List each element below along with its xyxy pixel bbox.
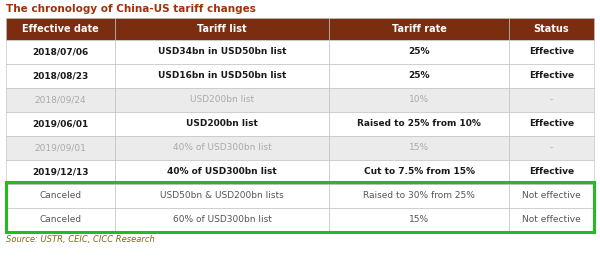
Text: Effective: Effective — [529, 48, 574, 57]
Text: 2019/09/01: 2019/09/01 — [34, 144, 86, 153]
Bar — [509, 160, 594, 184]
Text: The chronology of China-US tariff changes: The chronology of China-US tariff change… — [6, 4, 256, 14]
Text: Effective date: Effective date — [22, 24, 99, 34]
Text: 2018/07/06: 2018/07/06 — [32, 48, 89, 57]
Text: USD50bn & USD200bn lists: USD50bn & USD200bn lists — [160, 191, 284, 200]
Bar — [6, 40, 115, 64]
Text: USD200bn list: USD200bn list — [190, 95, 254, 104]
Text: 2018/08/23: 2018/08/23 — [32, 72, 89, 80]
Bar — [6, 64, 115, 88]
Text: 25%: 25% — [409, 48, 430, 57]
Bar — [115, 184, 329, 208]
Bar — [509, 40, 594, 64]
Text: Effective: Effective — [529, 119, 574, 129]
Text: USD200bn list: USD200bn list — [186, 119, 258, 129]
Bar — [6, 182, 594, 232]
Bar — [329, 136, 509, 160]
Text: 60% of USD300bn list: 60% of USD300bn list — [173, 215, 272, 225]
Text: USD34bn in USD50bn list: USD34bn in USD50bn list — [158, 48, 286, 57]
Bar — [6, 208, 115, 232]
Text: Canceled: Canceled — [40, 191, 82, 200]
Bar — [115, 112, 329, 136]
Bar — [6, 136, 115, 160]
Bar — [6, 18, 115, 40]
Text: 15%: 15% — [409, 144, 429, 153]
Text: 2018/09/24: 2018/09/24 — [35, 95, 86, 104]
Bar — [329, 160, 509, 184]
Text: 25%: 25% — [409, 72, 430, 80]
Bar — [329, 18, 509, 40]
Bar — [329, 40, 509, 64]
Bar — [509, 136, 594, 160]
Bar — [6, 184, 115, 208]
Bar — [329, 88, 509, 112]
Text: Effective: Effective — [529, 168, 574, 176]
Bar — [509, 88, 594, 112]
Bar — [115, 208, 329, 232]
Text: 15%: 15% — [409, 215, 429, 225]
Bar — [115, 18, 329, 40]
Text: Effective: Effective — [529, 72, 574, 80]
Text: Tariff list: Tariff list — [197, 24, 247, 34]
Text: 40% of USD300bn list: 40% of USD300bn list — [173, 144, 271, 153]
Text: Canceled: Canceled — [40, 215, 82, 225]
Text: Status: Status — [533, 24, 569, 34]
Text: Source: USTR, CEIC, CICC Research: Source: USTR, CEIC, CICC Research — [6, 235, 155, 244]
Bar — [329, 208, 509, 232]
Bar — [115, 88, 329, 112]
Bar — [509, 64, 594, 88]
Text: 10%: 10% — [409, 95, 429, 104]
Text: Tariff rate: Tariff rate — [392, 24, 446, 34]
Text: Not effective: Not effective — [522, 191, 581, 200]
Text: 40% of USD300bn list: 40% of USD300bn list — [167, 168, 277, 176]
Bar — [509, 184, 594, 208]
Bar — [329, 184, 509, 208]
Bar — [115, 160, 329, 184]
Text: -: - — [550, 95, 553, 104]
Text: Raised to 25% from 10%: Raised to 25% from 10% — [357, 119, 481, 129]
Text: Not effective: Not effective — [522, 215, 581, 225]
Bar — [115, 40, 329, 64]
Bar — [509, 112, 594, 136]
Bar — [509, 208, 594, 232]
Bar — [115, 64, 329, 88]
Bar — [329, 112, 509, 136]
Bar — [115, 136, 329, 160]
Bar — [6, 112, 115, 136]
Text: 2019/06/01: 2019/06/01 — [32, 119, 89, 129]
Text: -: - — [550, 144, 553, 153]
Text: 2019/12/13: 2019/12/13 — [32, 168, 89, 176]
Text: Raised to 30% from 25%: Raised to 30% from 25% — [363, 191, 475, 200]
Bar — [6, 88, 115, 112]
Text: Cut to 7.5% from 15%: Cut to 7.5% from 15% — [364, 168, 475, 176]
Text: USD16bn in USD50bn list: USD16bn in USD50bn list — [158, 72, 286, 80]
Bar — [6, 160, 115, 184]
Bar — [509, 18, 594, 40]
Bar — [329, 64, 509, 88]
